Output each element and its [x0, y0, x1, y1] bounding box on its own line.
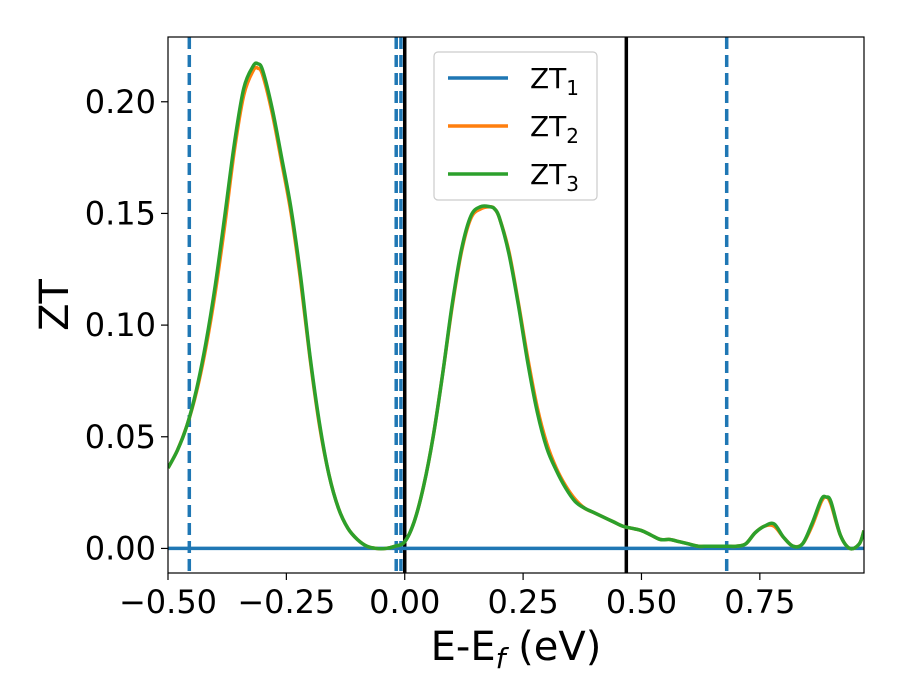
- y-tick-label: 0.20: [85, 83, 156, 121]
- series-layer: [168, 61, 864, 551]
- y-axis-ticks: 0.00 0.05 0.10 0.15 0.20: [85, 83, 168, 567]
- series-line-zt3: [168, 61, 864, 551]
- x-tick-label: 0.75: [724, 583, 795, 621]
- legend-label-zt2: ZT2: [530, 110, 579, 148]
- x-axis-label: E-Ef (eV): [431, 624, 602, 675]
- x-tick-label: −0.50: [119, 583, 217, 621]
- y-tick-label: 0.15: [85, 194, 156, 232]
- x-axis-label-main: E-E: [431, 624, 496, 670]
- y-tick-label: 0.10: [85, 306, 156, 344]
- x-tick-label: 0.00: [369, 583, 440, 621]
- legend: ZT1 ZT2 ZT3: [433, 51, 598, 201]
- x-tick-label: 0.50: [606, 583, 677, 621]
- x-tick-label: −0.25: [237, 583, 335, 621]
- legend-label-zt3: ZT3: [530, 158, 579, 196]
- x-tick-label: 0.25: [487, 583, 558, 621]
- y-axis-label: ZT: [32, 279, 78, 331]
- legend-box: [433, 51, 598, 201]
- y-tick-label: 0.05: [85, 418, 156, 456]
- legend-label-zt1: ZT1: [530, 62, 579, 100]
- plot-frame: [167, 36, 865, 574]
- y-tick-label: 0.00: [85, 529, 156, 567]
- x-axis-label-unit: (eV): [505, 624, 601, 670]
- vertical-reference-lines: [187, 37, 729, 573]
- x-axis-ticks: −0.50 −0.25 0.00 0.25 0.50 0.75: [119, 573, 795, 621]
